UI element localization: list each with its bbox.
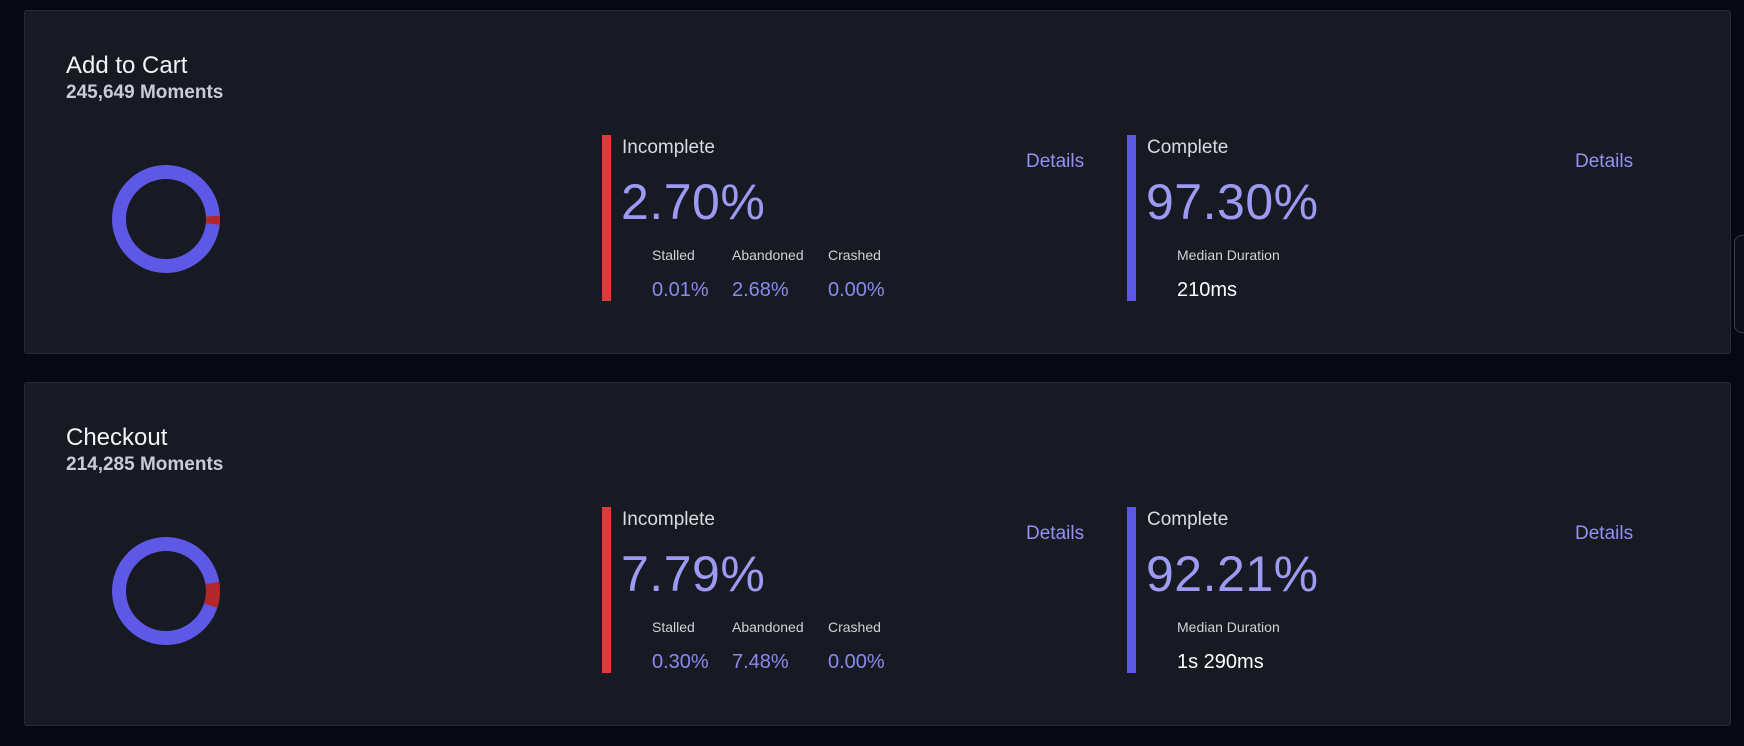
card-title: Checkout xyxy=(66,424,168,451)
donut-incomplete-segment xyxy=(112,165,220,273)
stalled-label: Stalled xyxy=(652,619,695,635)
stalled-metric: Stalled 0.30% xyxy=(652,619,709,674)
complete-bar xyxy=(1127,507,1136,673)
incomplete-label: Incomplete xyxy=(622,509,715,530)
completion-donut xyxy=(112,537,220,645)
complete-percentage: 97.30% xyxy=(1146,174,1319,230)
median-duration-value: 1s 290ms xyxy=(1177,651,1264,673)
complete-label: Complete xyxy=(1147,137,1229,158)
stalled-value: 0.01% xyxy=(652,279,709,301)
donut-complete-segment xyxy=(112,165,220,273)
complete-percentage: 92.21% xyxy=(1146,546,1319,602)
incomplete-details-link[interactable]: Details xyxy=(1026,151,1085,172)
abandoned-value: 7.48% xyxy=(732,651,789,673)
incomplete-percentage: 7.79% xyxy=(621,546,766,602)
completion-donut xyxy=(112,165,220,273)
incomplete-section: Incomplete 2.70% Details Stalled 0.01% A… xyxy=(602,135,1107,301)
crashed-metric: Crashed 0.00% xyxy=(828,247,885,302)
complete-section: Complete 97.30% Details Median Duration … xyxy=(1127,135,1652,301)
complete-label: Complete xyxy=(1147,509,1229,530)
scrollbar-handle[interactable] xyxy=(1734,235,1744,333)
moments-count: 245,649 Moments xyxy=(66,82,224,103)
card-title: Add to Cart xyxy=(66,52,188,79)
stalled-label: Stalled xyxy=(652,247,695,263)
abandoned-label: Abandoned xyxy=(732,619,804,635)
median-duration-label: Median Duration xyxy=(1177,247,1280,263)
incomplete-bar xyxy=(602,135,611,301)
incomplete-bar xyxy=(602,507,611,673)
incomplete-percentage: 2.70% xyxy=(621,174,766,230)
incomplete-details-link[interactable]: Details xyxy=(1026,523,1085,544)
abandoned-label: Abandoned xyxy=(732,247,804,263)
moment-card-checkout: Checkout 214,285 Moments Incomplete 7.79… xyxy=(24,382,1731,726)
median-duration-label: Median Duration xyxy=(1177,619,1280,635)
complete-bar xyxy=(1127,135,1136,301)
incomplete-section: Incomplete 7.79% Details Stalled 0.30% A… xyxy=(602,507,1107,673)
abandoned-metric: Abandoned 7.48% xyxy=(732,619,804,674)
crashed-label: Crashed xyxy=(828,619,881,635)
abandoned-metric: Abandoned 2.68% xyxy=(732,247,804,302)
median-duration-value: 210ms xyxy=(1177,279,1238,301)
donut-incomplete-segment xyxy=(112,537,220,645)
complete-details-link[interactable]: Details xyxy=(1575,523,1634,544)
complete-section: Complete 92.21% Details Median Duration … xyxy=(1127,507,1652,673)
crashed-value: 0.00% xyxy=(828,651,885,673)
crashed-label: Crashed xyxy=(828,247,881,263)
median-duration-metric: Median Duration 1s 290ms xyxy=(1177,619,1280,674)
complete-details-link[interactable]: Details xyxy=(1575,151,1634,172)
abandoned-value: 2.68% xyxy=(732,279,789,301)
stalled-value: 0.30% xyxy=(652,651,709,673)
stalled-metric: Stalled 0.01% xyxy=(652,247,709,302)
moment-card-add-to-cart: Add to Cart 245,649 Moments Incomplete 2… xyxy=(24,10,1731,354)
incomplete-label: Incomplete xyxy=(622,137,715,158)
crashed-metric: Crashed 0.00% xyxy=(828,619,885,674)
crashed-value: 0.00% xyxy=(828,279,885,301)
donut-complete-segment xyxy=(112,537,220,645)
median-duration-metric: Median Duration 210ms xyxy=(1177,247,1280,302)
moments-count: 214,285 Moments xyxy=(66,454,224,475)
